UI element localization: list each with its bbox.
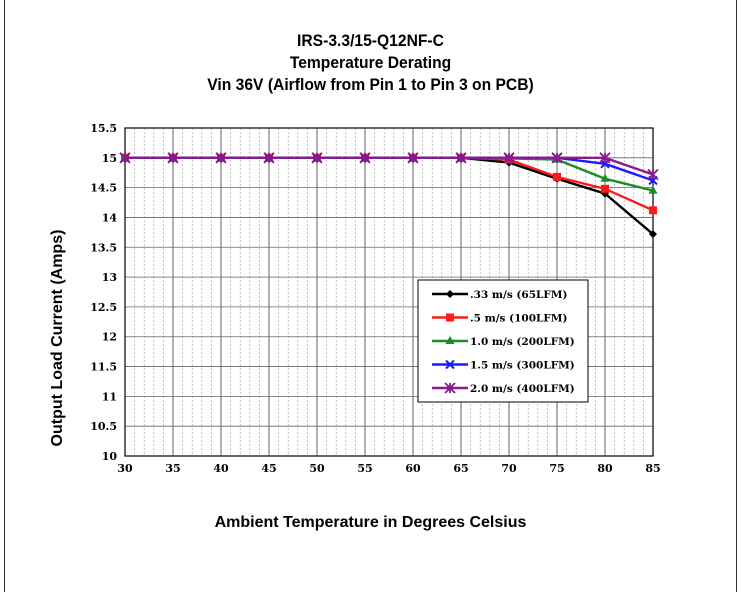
x-tick-label: 60 (405, 462, 421, 475)
data-point (600, 173, 610, 182)
legend-marker (446, 290, 454, 298)
y-tick-label: 15.5 (90, 122, 117, 135)
series-line (125, 156, 654, 236)
x-tick-label: 30 (117, 462, 133, 475)
y-tick-label: 13 (102, 271, 117, 284)
data-point (503, 152, 515, 164)
data-point (359, 152, 371, 164)
legend-marker (444, 382, 456, 394)
y-tick-label: 14.5 (90, 182, 117, 195)
x-tick-label: 50 (309, 462, 325, 475)
page-frame (4, 0, 737, 592)
data-point (455, 152, 467, 164)
x-tick-label: 75 (549, 462, 564, 475)
legend-label: .5 m/s (100LFM) (470, 313, 567, 325)
data-point (647, 168, 659, 181)
data-point (215, 152, 227, 164)
x-tick-label: 40 (213, 462, 229, 475)
data-point (119, 152, 131, 164)
legend-marker (445, 336, 455, 344)
x-tick-label: 80 (597, 462, 613, 475)
series-line (125, 156, 654, 176)
y-tick-label: 10.5 (90, 420, 117, 433)
data-point (599, 152, 611, 164)
y-tick-label: 12 (102, 331, 117, 344)
y-tick-label: 14 (102, 211, 118, 224)
y-tick-label: 12.5 (90, 301, 117, 314)
chart-title: IRS-3.3/15-Q12NF-C Temperature Derating … (0, 30, 741, 96)
x-tick-label: 85 (645, 462, 660, 475)
data-point (407, 152, 419, 164)
x-tick-label: 55 (357, 462, 372, 475)
y-tick-label: 11.5 (90, 361, 117, 374)
data-point (551, 152, 563, 164)
data-point (648, 185, 658, 194)
data-point (311, 152, 323, 164)
data-point (167, 152, 179, 164)
series-line (125, 156, 654, 182)
x-tick-label: 65 (453, 462, 468, 475)
chart-title-line-2: Temperature Derating (289, 53, 452, 72)
series-line (125, 156, 654, 192)
legend-marker (446, 313, 454, 322)
data-point (263, 152, 275, 164)
legend-marker (445, 359, 455, 370)
legend-label: 1.0 m/s (200LFM) (470, 336, 575, 348)
data-point (601, 184, 609, 193)
plot-area (124, 127, 654, 457)
x-tick-label: 70 (501, 462, 517, 475)
y-tick-label: 13.5 (90, 241, 117, 254)
x-axis-label: Ambient Temperature in Degrees Celsius (214, 514, 527, 531)
chart-title-line-1: IRS-3.3/15-Q12NF-C (297, 31, 444, 50)
x-tick-label: 45 (261, 462, 276, 475)
y-tick-label: 11 (102, 390, 117, 403)
data-point (649, 230, 657, 239)
chart-title-line-3: Vin 36V (Airflow from Pin 1 to Pin 3 on … (207, 75, 534, 94)
x-tick-label: 35 (165, 462, 180, 475)
legend-label: 2.0 m/s (400LFM) (470, 383, 575, 395)
y-tick-label: 15 (102, 152, 117, 165)
data-point (553, 172, 561, 181)
legend-label: 1.5 m/s (300LFM) (470, 360, 575, 372)
y-tick-label: 10 (102, 450, 118, 463)
data-point (649, 206, 657, 215)
legend-label: .33 m/s (65LFM) (470, 289, 567, 301)
